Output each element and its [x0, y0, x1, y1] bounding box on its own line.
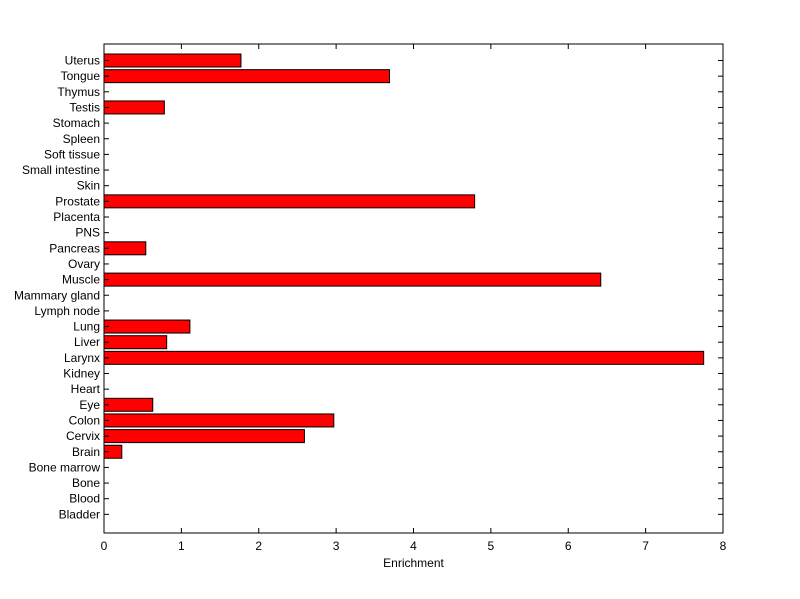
category-label: Ovary	[68, 257, 100, 271]
bar-cervix	[103, 429, 305, 444]
category-label: Testis	[69, 100, 100, 114]
category-label: Bone marrow	[29, 460, 101, 474]
category-label: Tongue	[61, 69, 101, 83]
category-label: Cervix	[66, 429, 100, 443]
category-label: Placenta	[53, 210, 100, 224]
bar-prostate	[103, 194, 476, 209]
x-tick-label: 4	[410, 539, 417, 553]
plot-area-border	[103, 43, 724, 534]
x-tick-label: 5	[488, 539, 495, 553]
category-label: Eye	[79, 398, 100, 412]
category-label: Bone	[72, 476, 100, 490]
category-label: Stomach	[53, 116, 100, 130]
bar-eye	[103, 397, 154, 412]
bar-larynx	[103, 350, 705, 365]
x-tick-label: 3	[333, 539, 340, 553]
bar-pancreas	[103, 241, 147, 256]
bar-testis	[103, 100, 165, 115]
bar-muscle	[103, 272, 602, 287]
category-label: Small intestine	[22, 163, 100, 177]
x-axis-label: Enrichment	[383, 556, 444, 570]
category-label: Lung	[73, 320, 100, 334]
x-tick-label: 2	[255, 539, 262, 553]
bar-colon	[103, 413, 335, 428]
category-label: Mammary gland	[14, 288, 100, 302]
category-label: Uterus	[65, 54, 100, 68]
category-label: Colon	[69, 413, 100, 427]
bar-tongue	[103, 69, 391, 84]
category-label: Kidney	[63, 367, 100, 381]
category-label: Lymph node	[34, 304, 100, 318]
category-label: Heart	[71, 382, 101, 396]
x-tick-label: 8	[720, 539, 727, 553]
category-label: Spleen	[63, 132, 100, 146]
category-label: Brain	[72, 445, 100, 459]
category-label: Bladder	[59, 507, 100, 521]
category-label: Muscle	[62, 273, 100, 287]
category-label: Blood	[69, 492, 100, 506]
x-tick-label: 0	[101, 539, 108, 553]
category-label: Larynx	[64, 351, 100, 365]
x-tick-label: 1	[178, 539, 185, 553]
bar-lung	[103, 319, 191, 334]
x-tick-label: 7	[642, 539, 649, 553]
category-label: Liver	[74, 335, 100, 349]
bar-liver	[103, 335, 168, 350]
category-label: Soft tissue	[44, 147, 100, 161]
x-tick-label: 6	[565, 539, 572, 553]
category-label: Pancreas	[49, 241, 100, 255]
category-label: Skin	[77, 179, 100, 193]
bars-layer	[103, 53, 705, 459]
x-tick-labels: 0 1 2 3 4 5 6 7 8	[101, 539, 727, 553]
category-label: PNS	[75, 226, 100, 240]
category-label: Prostate	[55, 194, 100, 208]
bar-uterus	[103, 53, 242, 68]
ticks-layer	[103, 44, 724, 533]
category-label: Thymus	[57, 85, 100, 99]
